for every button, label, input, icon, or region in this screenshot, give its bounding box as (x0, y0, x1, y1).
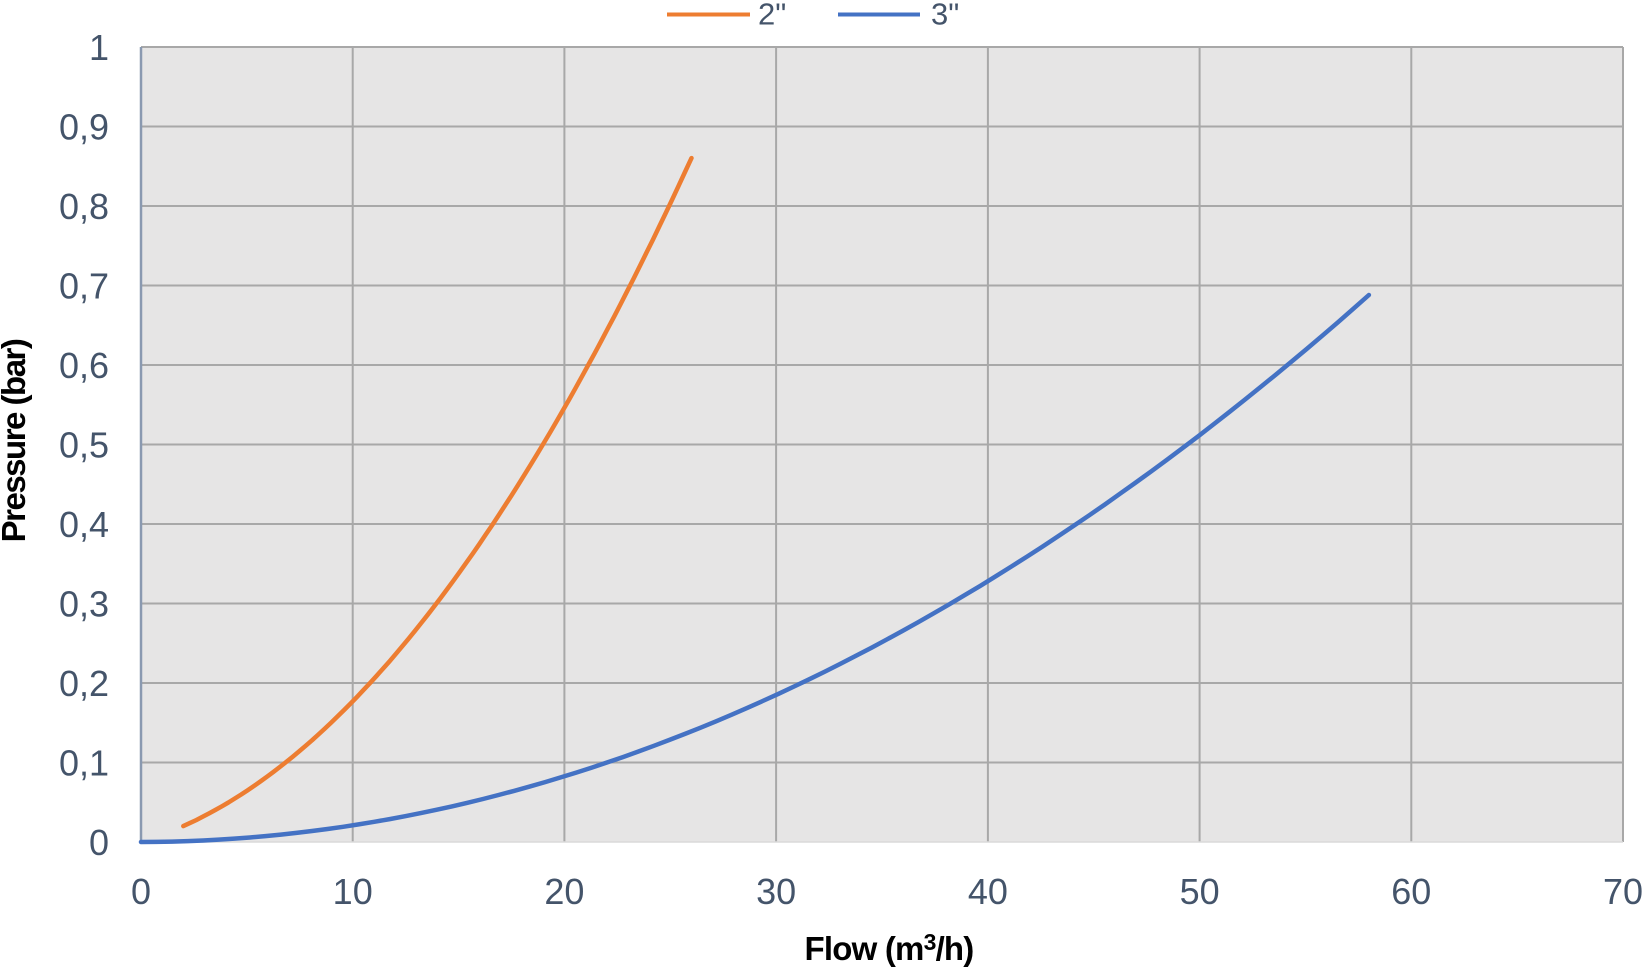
svg-text:0,4: 0,4 (59, 504, 109, 545)
svg-text:Pressure (bar): Pressure (bar) (0, 339, 32, 542)
svg-text:1: 1 (89, 27, 109, 68)
svg-text:20: 20 (544, 871, 584, 912)
svg-text:0,8: 0,8 (59, 186, 109, 227)
svg-text:3": 3" (931, 0, 959, 32)
svg-text:50: 50 (1180, 871, 1220, 912)
svg-text:0,7: 0,7 (59, 266, 109, 307)
svg-text:0: 0 (131, 871, 151, 912)
svg-text:60: 60 (1391, 871, 1431, 912)
svg-text:2": 2" (758, 0, 786, 32)
svg-text:30: 30 (756, 871, 796, 912)
svg-text:0,6: 0,6 (59, 345, 109, 386)
svg-text:0,3: 0,3 (59, 584, 109, 625)
svg-text:0,5: 0,5 (59, 425, 109, 466)
svg-text:0,9: 0,9 (59, 107, 109, 148)
svg-text:0: 0 (89, 822, 109, 863)
svg-text:Flow (m3/h): Flow (m3/h) (805, 929, 974, 967)
svg-text:70: 70 (1603, 871, 1643, 912)
svg-text:40: 40 (968, 871, 1008, 912)
svg-text:0,2: 0,2 (59, 663, 109, 704)
svg-text:0,1: 0,1 (59, 743, 109, 784)
svg-text:10: 10 (333, 871, 373, 912)
